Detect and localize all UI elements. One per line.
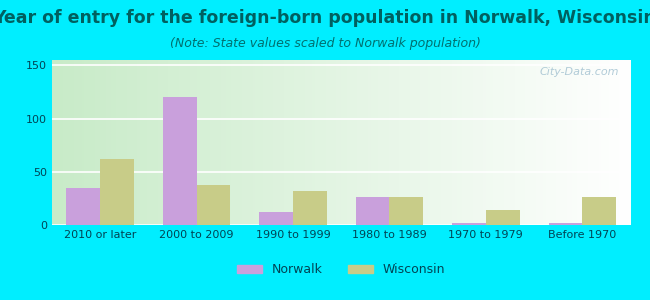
Bar — [389, 197, 423, 225]
Text: (Note: State values scaled to Norwalk population): (Note: State values scaled to Norwalk po… — [170, 38, 480, 50]
Bar — [163, 97, 196, 225]
Bar — [293, 191, 327, 225]
Text: Year of entry for the foreign-born population in Norwalk, Wisconsin: Year of entry for the foreign-born popul… — [0, 9, 650, 27]
Bar — [196, 184, 230, 225]
Bar — [100, 159, 134, 225]
Bar — [66, 188, 100, 225]
Legend: Norwalk, Wisconsin: Norwalk, Wisconsin — [232, 258, 450, 281]
Bar — [486, 210, 519, 225]
Bar — [356, 197, 389, 225]
Bar — [582, 197, 616, 225]
Bar — [549, 223, 582, 225]
Bar — [452, 223, 486, 225]
Text: City-Data.com: City-Data.com — [540, 67, 619, 76]
Bar — [259, 212, 293, 225]
